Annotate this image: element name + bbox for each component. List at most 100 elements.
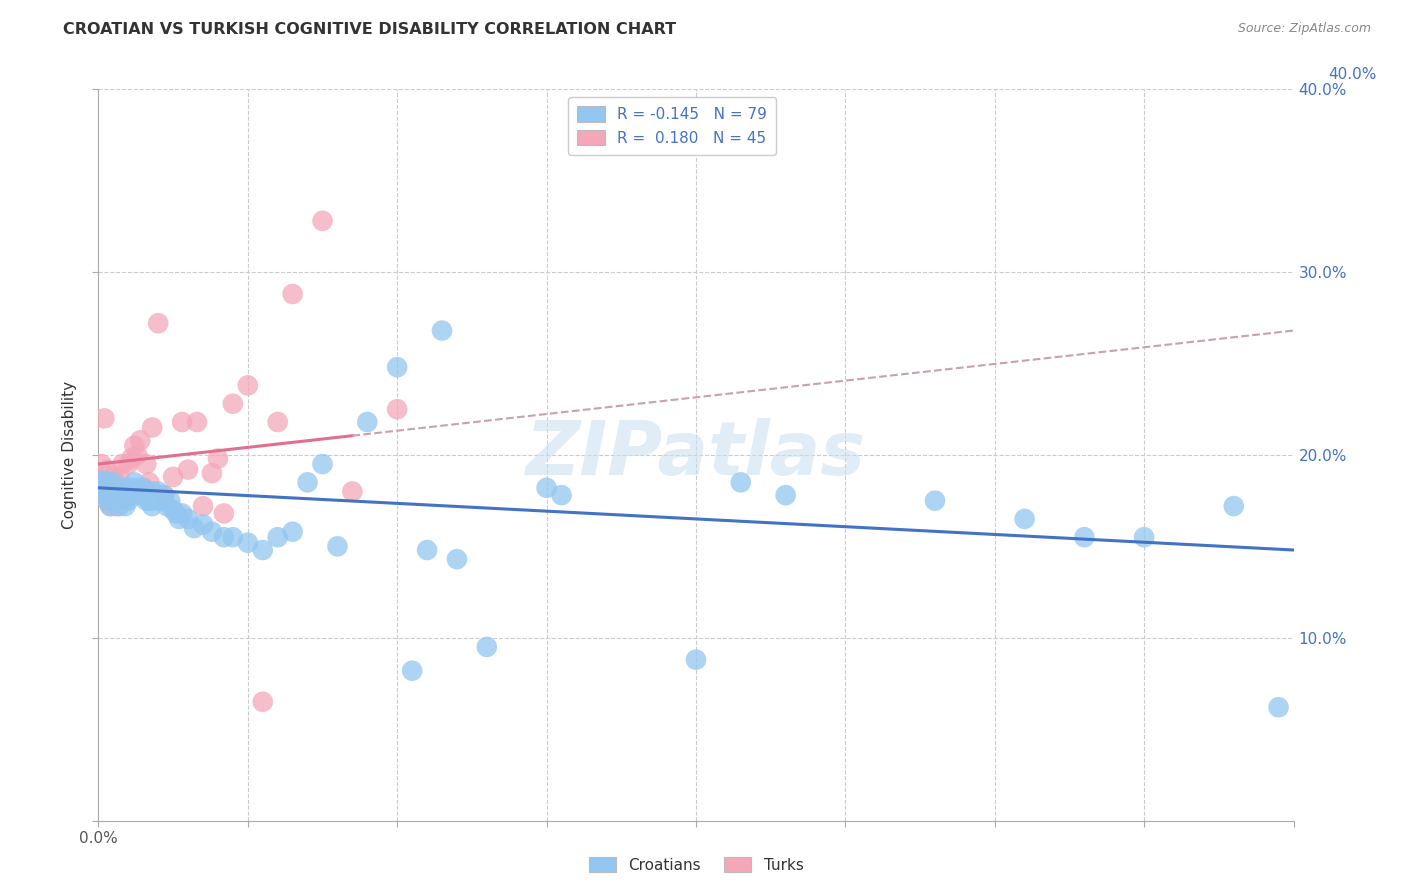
Point — [105, 484, 128, 499]
Point — [430, 324, 453, 338]
Point — [385, 360, 409, 375]
Point — [108, 499, 131, 513]
Point — [536, 481, 558, 495]
Text: 40.0%: 40.0% — [1329, 67, 1376, 82]
Point — [100, 499, 122, 513]
Point — [96, 484, 118, 499]
Point — [1267, 700, 1289, 714]
Point — [105, 493, 128, 508]
Point — [100, 499, 122, 513]
Point — [90, 475, 112, 490]
Point — [138, 493, 160, 508]
Point — [311, 457, 333, 471]
Point — [356, 415, 378, 429]
Point — [105, 481, 128, 495]
Point — [132, 481, 155, 495]
Point — [129, 434, 152, 448]
Point — [120, 451, 142, 466]
Point — [90, 457, 112, 471]
Point — [267, 415, 290, 429]
Point — [172, 507, 194, 521]
Point — [924, 493, 946, 508]
Point — [1073, 530, 1095, 544]
Point — [124, 484, 146, 499]
Point — [111, 457, 134, 471]
Point — [120, 488, 142, 502]
Point — [93, 411, 115, 425]
Point — [775, 488, 797, 502]
Point — [153, 488, 176, 502]
Point — [191, 499, 214, 513]
Point — [117, 484, 139, 499]
Point — [93, 481, 115, 495]
Point — [401, 664, 423, 678]
Point — [117, 457, 139, 471]
Point — [96, 475, 118, 490]
Point — [148, 316, 170, 330]
Point — [150, 493, 173, 508]
Point — [191, 517, 214, 532]
Point — [135, 484, 157, 499]
Point — [207, 451, 229, 466]
Point — [141, 499, 163, 513]
Text: Source: ZipAtlas.com: Source: ZipAtlas.com — [1237, 22, 1371, 36]
Point — [730, 475, 752, 490]
Point — [141, 484, 163, 499]
Point — [1133, 530, 1156, 544]
Point — [252, 695, 274, 709]
Point — [111, 488, 134, 502]
Point — [177, 512, 200, 526]
Point — [167, 512, 190, 526]
Point — [297, 475, 319, 490]
Point — [252, 543, 274, 558]
Point — [93, 488, 115, 502]
Point — [550, 488, 572, 502]
Point — [90, 481, 112, 495]
Point — [93, 474, 115, 488]
Point — [165, 507, 187, 521]
Point — [1223, 499, 1246, 513]
Point — [135, 457, 157, 471]
Point — [114, 481, 136, 495]
Point — [100, 488, 122, 502]
Point — [127, 481, 149, 495]
Point — [153, 488, 176, 502]
Point — [108, 488, 131, 502]
Point — [120, 481, 142, 495]
Point — [111, 481, 134, 495]
Point — [222, 530, 245, 544]
Point — [148, 484, 170, 499]
Point — [103, 470, 125, 484]
Point — [100, 475, 122, 490]
Point — [138, 475, 160, 490]
Point — [132, 481, 155, 495]
Point — [685, 653, 707, 667]
Point — [96, 462, 118, 476]
Point — [141, 420, 163, 434]
Point — [212, 507, 235, 521]
Point — [162, 502, 184, 516]
Point — [143, 493, 166, 508]
Point — [124, 475, 146, 490]
Point — [135, 493, 157, 508]
Point — [162, 470, 184, 484]
Point — [281, 524, 304, 539]
Point — [416, 543, 439, 558]
Point — [159, 493, 181, 508]
Point — [103, 475, 125, 490]
Point — [236, 378, 259, 392]
Point — [103, 484, 125, 499]
Point — [281, 287, 304, 301]
Point — [132, 488, 155, 502]
Point — [326, 539, 349, 553]
Point — [124, 439, 146, 453]
Point — [201, 524, 224, 539]
Point — [222, 397, 245, 411]
Point — [117, 493, 139, 508]
Point — [183, 521, 205, 535]
Legend: Croatians, Turks: Croatians, Turks — [582, 851, 810, 879]
Point — [105, 499, 128, 513]
Point — [475, 640, 498, 654]
Point — [90, 481, 112, 495]
Point — [201, 466, 224, 480]
